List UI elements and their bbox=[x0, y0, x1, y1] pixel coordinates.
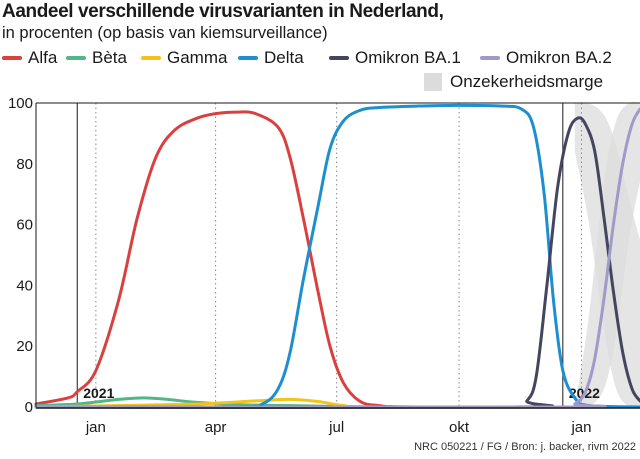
legend-item-ba2: Omikron BA.2 bbox=[480, 47, 612, 69]
legend-swatch-gamma bbox=[141, 56, 161, 60]
y-tick-label-80: 80 bbox=[16, 156, 33, 173]
year-marker-label-2021: 2021 bbox=[83, 385, 114, 401]
chart-subtitle: in procenten (op basis van kiemsurveilla… bbox=[2, 24, 328, 42]
legend-item-ba1: Omikron BA.1 bbox=[329, 47, 461, 69]
axes: 0 20 40 60 80 100 jan apr jul okt jan bbox=[8, 95, 640, 436]
y-tick-label-40: 40 bbox=[16, 277, 33, 294]
legend-swatch-ba2 bbox=[480, 56, 500, 60]
y-tick-label-20: 20 bbox=[16, 338, 33, 355]
series-line-delta bbox=[34, 103, 640, 409]
x-tick-label-jan-0: jan bbox=[85, 419, 106, 436]
legend-item-gamma: Gamma bbox=[141, 47, 227, 69]
legend-label-alfa: Alfa bbox=[28, 48, 58, 67]
legend-swatch-delta bbox=[238, 56, 258, 60]
legend-item-beta: Bèta bbox=[66, 47, 127, 69]
legend-label-ba1: Omikron BA.1 bbox=[355, 48, 461, 67]
legend-label-ba2: Omikron BA.2 bbox=[506, 48, 612, 67]
legend-item-alfa: Alfa bbox=[2, 47, 57, 69]
source-note: NRC 050221 / FG / Bron: j. backer, rivm … bbox=[414, 441, 636, 453]
y-tick-label-100: 100 bbox=[8, 95, 33, 112]
line-chart: 2021 2022 0 20 40 60 80 100 jan apr jul okt jan bbox=[8, 95, 640, 436]
series-line-omikron-ba-2 bbox=[34, 107, 640, 409]
legend-swatch-ba1 bbox=[329, 56, 349, 60]
series-lines bbox=[34, 103, 640, 409]
chart-legend: Alfa Bèta Gamma Delta Omikron BA.1 Omikr… bbox=[2, 47, 638, 97]
legend-label-beta: Bèta bbox=[92, 48, 127, 67]
legend-swatch-alfa bbox=[2, 56, 22, 60]
legend-item-delta: Delta bbox=[238, 47, 304, 69]
legend-label-band: Onzekerheidsmarge bbox=[450, 72, 604, 91]
legend-item-band: Onzekerheidsmarge bbox=[424, 71, 603, 93]
x-tick-label-jan-4: jan bbox=[570, 419, 591, 436]
y-tick-label-0: 0 bbox=[25, 399, 33, 416]
grid-lines: 2021 2022 bbox=[76, 103, 600, 407]
legend-label-delta: Delta bbox=[264, 48, 304, 67]
x-tick-label-okt-3: okt bbox=[449, 419, 470, 436]
chart-title: Aandeel verschillende virusvarianten in … bbox=[2, 1, 444, 22]
legend-swatch-beta bbox=[66, 56, 86, 60]
legend-swatch-band bbox=[424, 73, 442, 91]
legend-label-gamma: Gamma bbox=[167, 48, 228, 67]
x-tick-label-jul-2: jul bbox=[328, 419, 344, 436]
y-tick-label-60: 60 bbox=[16, 217, 33, 234]
series-line-alfa bbox=[34, 110, 640, 409]
x-tick-label-apr-1: apr bbox=[205, 419, 227, 436]
